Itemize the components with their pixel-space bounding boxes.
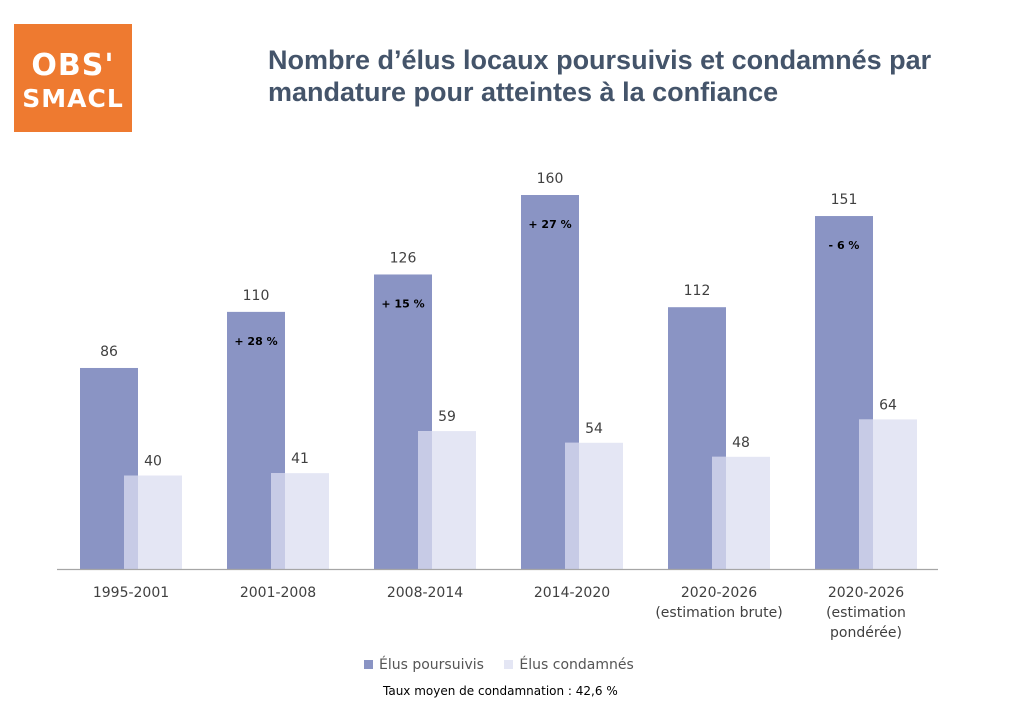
- category-label: 2020-2026: [828, 585, 904, 601]
- bar-overlap: [712, 456, 726, 569]
- legend-label-poursuivis: Élus poursuivis: [379, 657, 484, 673]
- category-label: 2008-2014: [387, 585, 463, 601]
- category-label: 2001-2008: [240, 585, 316, 601]
- value-label-condamnes: 40: [144, 454, 162, 470]
- legend-item-poursuivis: Élus poursuivis: [364, 657, 484, 673]
- chart-title: Nombre d’élus locaux poursuivis et conda…: [268, 45, 932, 107]
- variation-annotation: - 6 %: [829, 239, 860, 252]
- logo-line-2: SMACL: [22, 84, 124, 113]
- category-label: pondérée): [830, 625, 902, 641]
- legend-item-condamnes: Élus condamnés: [504, 657, 634, 673]
- average-rate-note: Taux moyen de condamnation : 42,6 %: [383, 684, 618, 698]
- value-label-poursuivis: 151: [831, 192, 858, 208]
- value-label-condamnes: 59: [438, 409, 456, 425]
- obs-smacl-logo: OBS' SMACL: [14, 24, 132, 132]
- value-label-condamnes: 48: [732, 435, 750, 451]
- category-label: (estimation brute): [655, 605, 782, 621]
- chart-legend: Élus poursuivis Élus condamnés: [364, 657, 650, 677]
- bar-overlap: [418, 431, 432, 569]
- value-label-poursuivis: 86: [100, 344, 118, 360]
- bar-overlap: [124, 475, 138, 569]
- bar-overlap: [859, 419, 873, 569]
- legend-label-condamnes: Élus condamnés: [519, 657, 634, 673]
- bar-overlap: [565, 442, 579, 569]
- value-label-condamnes: 54: [585, 421, 603, 437]
- category-label: 1995-2001: [93, 585, 169, 601]
- variation-annotation: + 28 %: [234, 335, 277, 348]
- bar-overlap: [271, 473, 285, 569]
- category-label: (estimation: [826, 605, 906, 621]
- value-label-condamnes: 64: [879, 397, 897, 413]
- variation-annotation: + 15 %: [381, 297, 424, 310]
- value-label-poursuivis: 126: [390, 250, 417, 266]
- legend-swatch-condamnes: [504, 659, 514, 669]
- legend-swatch-poursuivis: [364, 659, 373, 669]
- value-label-poursuivis: 160: [537, 171, 564, 187]
- value-label-poursuivis: 110: [243, 288, 270, 304]
- value-label-condamnes: 41: [291, 451, 309, 467]
- value-label-poursuivis: 112: [684, 283, 711, 299]
- category-label: 2020-2026: [681, 585, 757, 601]
- logo-line-1: OBS': [31, 48, 115, 83]
- category-label: 2014-2020: [534, 585, 610, 601]
- variation-annotation: + 27 %: [528, 218, 571, 231]
